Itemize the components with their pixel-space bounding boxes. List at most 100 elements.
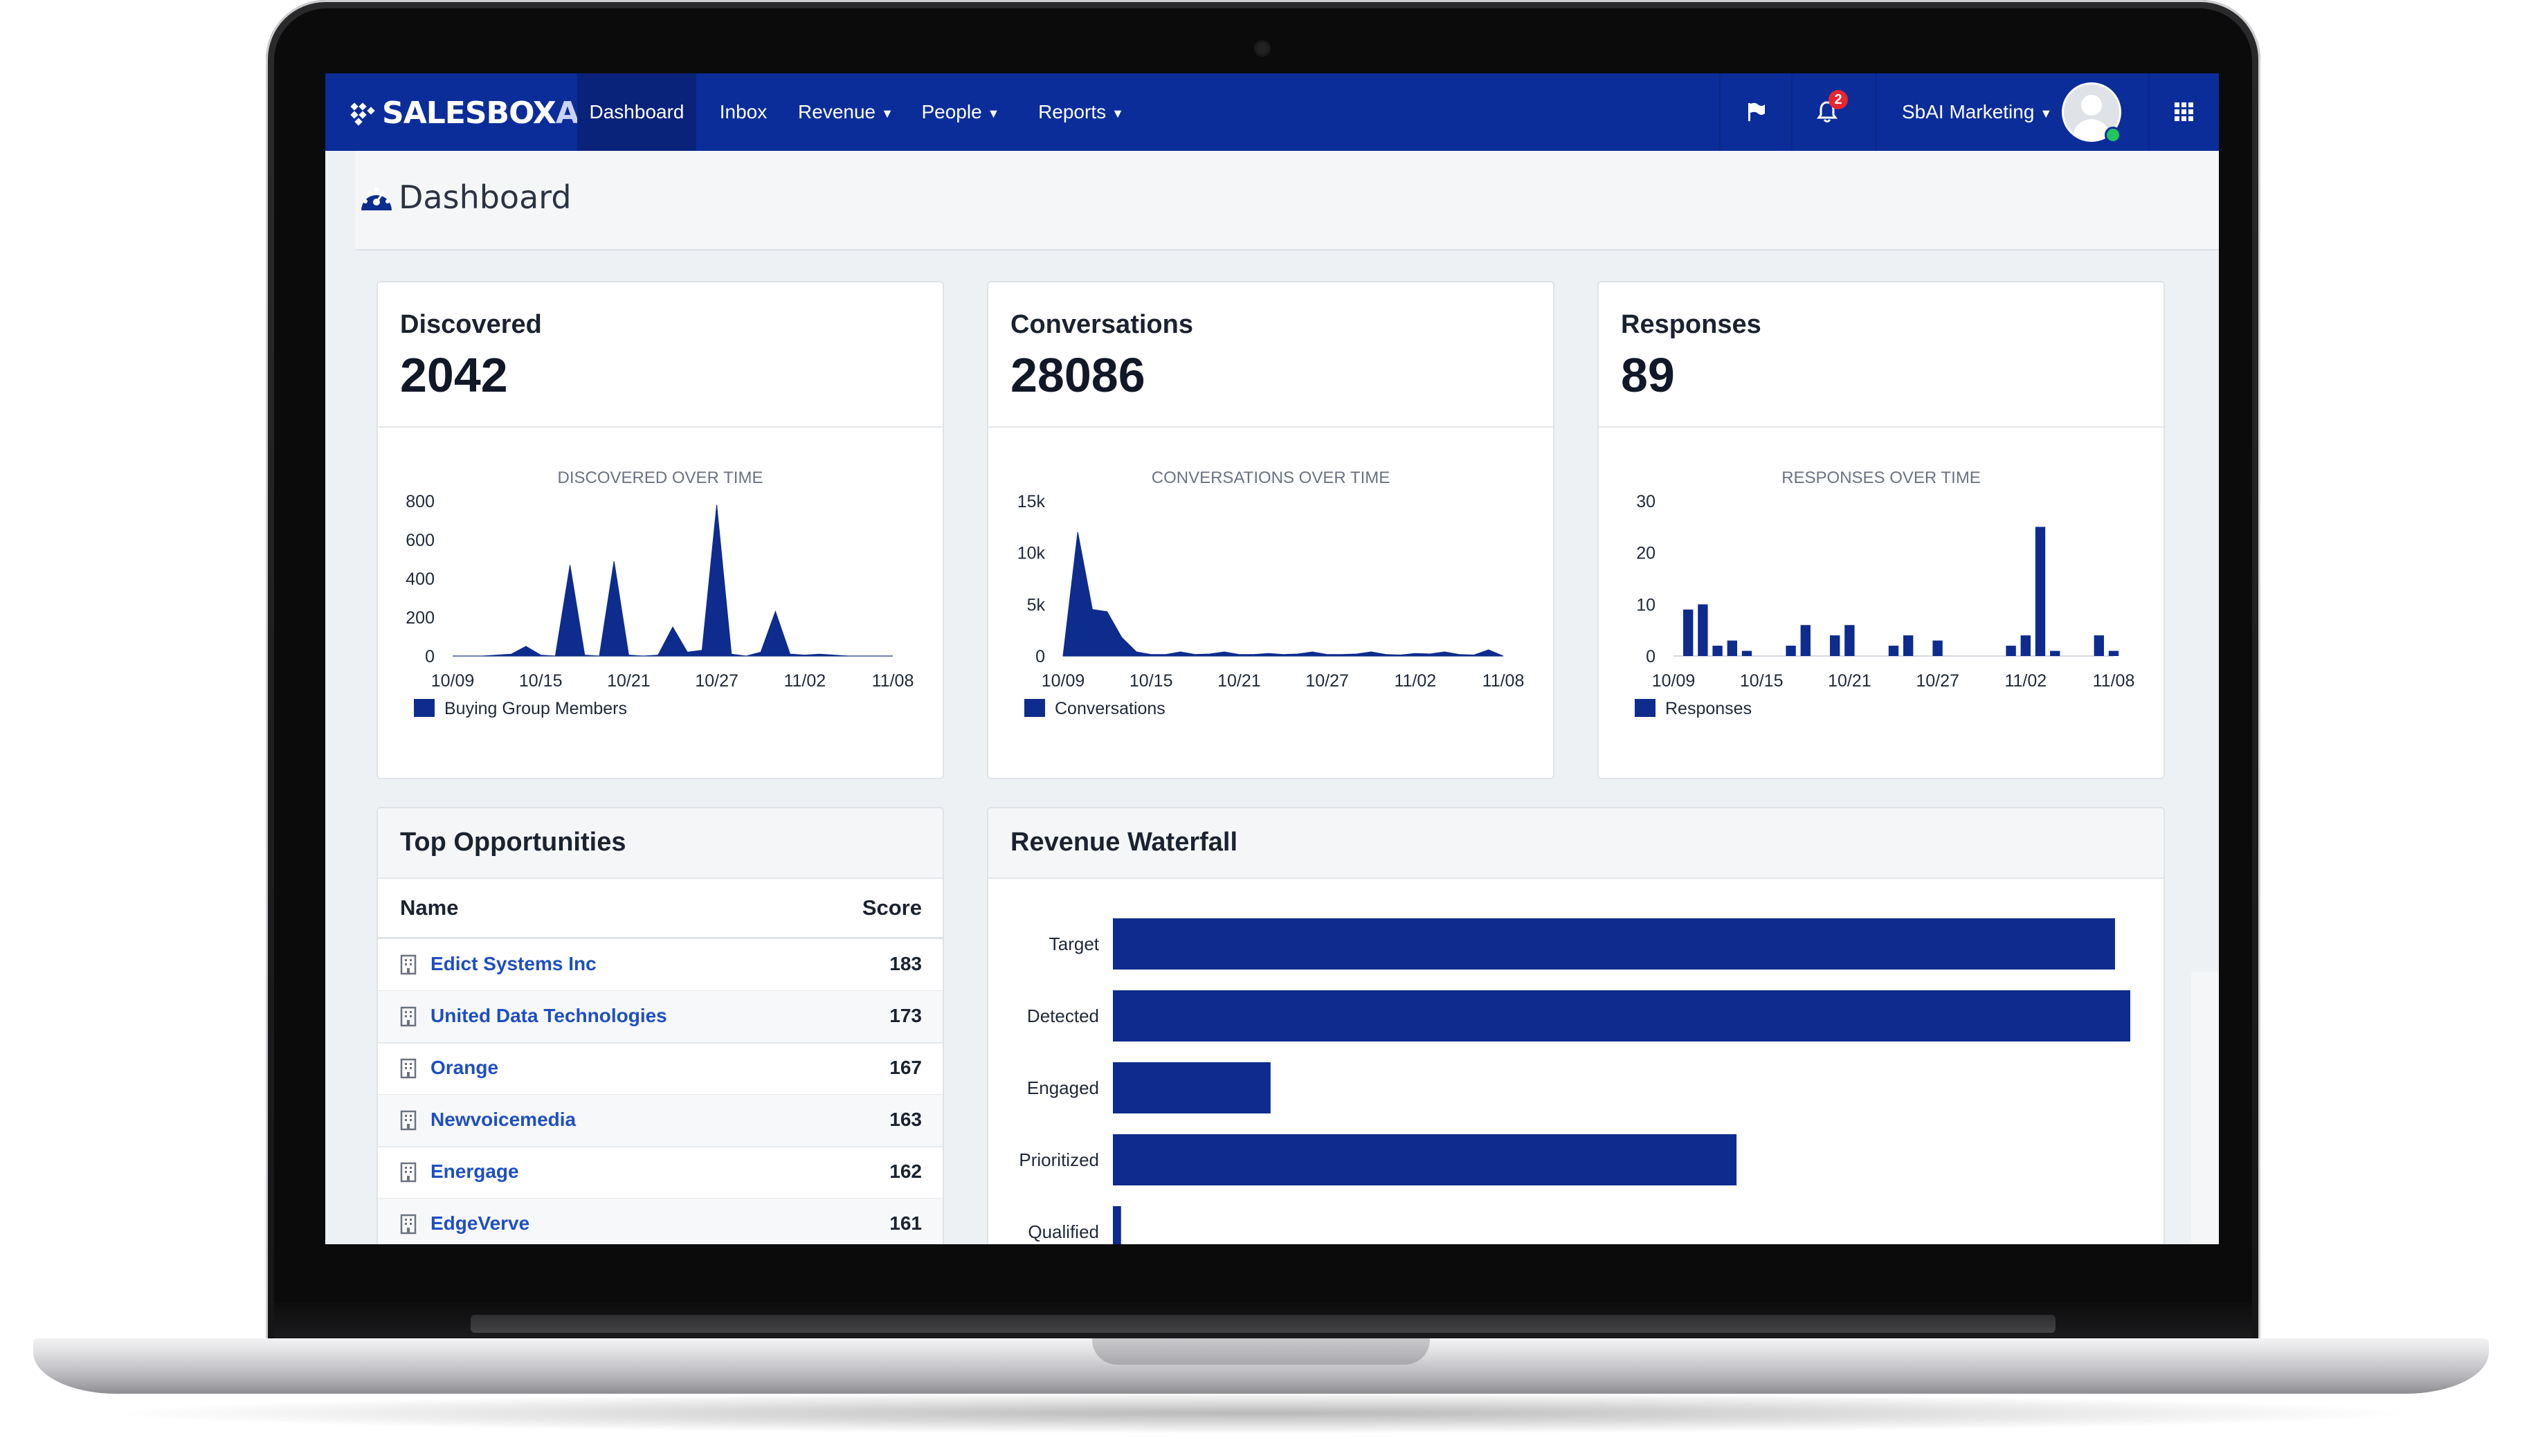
panel-title: Top Opportunities	[400, 828, 626, 857]
nav-dashboard[interactable]: Dashboard	[577, 73, 696, 151]
chart-title: CONVERSATIONS OVER TIME	[1152, 468, 1390, 487]
x-tick-label: 10/15	[1130, 671, 1173, 691]
x-tick-label: 11/08	[2093, 671, 2135, 691]
nav-dashboard-label: Dashboard	[589, 101, 684, 122]
revenue-waterfall-chart: Target Detected Engaged Prioritized Qualifie…	[1019, 918, 2130, 1244]
bar[interactable]	[2006, 646, 2016, 656]
building-icon	[400, 1058, 417, 1079]
opportunity-name-link[interactable]: EdgeVerve	[430, 1212, 530, 1234]
panel-header	[988, 808, 2163, 879]
bar[interactable]	[1800, 625, 1811, 656]
x-tick-label: 11/08	[1482, 671, 1525, 691]
opportunity-name-link[interactable]: Newvoicemedia	[430, 1109, 577, 1130]
bar[interactable]	[2108, 650, 2119, 656]
table-row[interactable]: Newvoicemedia 163	[378, 1095, 943, 1147]
notifications-button[interactable]: 2	[1793, 73, 1862, 151]
flag-icon	[1748, 102, 1765, 121]
bar[interactable]	[1932, 640, 1943, 656]
y-tick-label: 800	[406, 492, 435, 511]
x-tick-label: 10/21	[1217, 671, 1261, 691]
opportunity-name-link[interactable]: Energage	[430, 1161, 519, 1182]
apps-grid-button[interactable]	[2150, 73, 2219, 151]
chevron-down-icon: ▼	[987, 106, 1000, 120]
legend-label[interactable]: Responses	[1665, 699, 1752, 718]
bar[interactable]	[1786, 646, 1796, 656]
legend-label[interactable]: Conversations	[1055, 699, 1165, 718]
legend-label[interactable]: Buying Group Members	[444, 699, 627, 718]
nav-people[interactable]: People ▼	[901, 73, 1020, 151]
column-header-score[interactable]: Score	[862, 895, 922, 920]
bar[interactable]	[2050, 650, 2060, 656]
webcam-icon	[1257, 43, 1268, 54]
legend-swatch	[1635, 699, 1655, 717]
waterfall-bar[interactable]	[1113, 1062, 1271, 1113]
bar[interactable]	[2035, 527, 2046, 656]
bar[interactable]	[1903, 635, 1914, 656]
brand-logo[interactable]: SALESBOXAI	[350, 95, 590, 131]
x-tick-label: 11/02	[1394, 671, 1436, 691]
x-tick-label: 10/15	[519, 671, 563, 691]
scrollbar-track[interactable]	[2191, 972, 2219, 1244]
opportunity-name-link[interactable]: United Data Technologies	[430, 1005, 667, 1026]
column-header-name[interactable]: Name	[400, 895, 459, 920]
bar[interactable]	[1844, 625, 1855, 656]
x-tick-label: 11/02	[783, 671, 826, 691]
bar[interactable]	[1741, 650, 1752, 656]
nav-divider	[1791, 73, 1793, 151]
table-row[interactable]: Energage 162	[378, 1147, 943, 1199]
x-tick-label: 11/02	[2004, 671, 2047, 691]
bar[interactable]	[1698, 604, 1708, 656]
panel-header	[378, 808, 943, 879]
waterfall-bar[interactable]	[1113, 990, 2130, 1041]
notification-count-badge: 2	[1829, 90, 1848, 109]
card-label: Conversations	[1010, 310, 1193, 339]
bar[interactable]	[1712, 646, 1723, 656]
opportunity-score: 183	[889, 953, 922, 974]
flag-button[interactable]	[1722, 73, 1791, 151]
revenue-waterfall-panel: Revenue Waterfall Target Detected Engaged P…	[987, 807, 2165, 1244]
speedometer-icon	[361, 188, 392, 210]
bar[interactable]	[2020, 635, 2031, 656]
y-tick-label: 10	[1636, 595, 1655, 615]
y-tick-label: 0	[1035, 647, 1045, 666]
brand-name: SALESBOX	[382, 95, 556, 131]
x-tick-label: 10/09	[1652, 671, 1696, 691]
nav-reports-label: Reports	[1038, 101, 1107, 122]
table-row[interactable]: Orange 167	[378, 1043, 943, 1095]
conversations-card: Conversations 28086 CONVERSATIONS OVER T…	[987, 281, 1554, 779]
nav-inbox[interactable]: Inbox	[696, 73, 790, 151]
opportunity-name-link[interactable]: Orange	[430, 1057, 499, 1078]
app-screen: SALESBOXAI Dashboard Inbox Revenue ▼ Peop…	[325, 73, 2219, 1244]
waterfall-bar[interactable]	[1113, 918, 2115, 970]
account-menu[interactable]: SbAI Marketing ▼	[1902, 73, 2052, 151]
chart-title: RESPONSES OVER TIME	[1781, 468, 1981, 487]
opportunity-score: 163	[889, 1109, 922, 1130]
top-opportunities-panel: Top Opportunities Name Score Edict Syste…	[377, 807, 944, 1244]
laptop-hinge	[471, 1315, 2056, 1333]
y-tick-label: 0	[1646, 647, 1655, 666]
card-header	[988, 282, 1553, 428]
laptop-shadow	[97, 1392, 2425, 1434]
y-tick-label: 200	[406, 608, 435, 628]
table-row[interactable]: United Data Technologies 173	[378, 991, 943, 1044]
bar[interactable]	[1888, 646, 1899, 656]
table-header: Name Score	[378, 877, 943, 939]
laptop-notch	[1092, 1338, 1430, 1365]
nav-reports[interactable]: Reports ▼	[1020, 73, 1142, 151]
table-row[interactable]: EdgeVerve 161	[378, 1199, 943, 1244]
nav-divider	[1719, 73, 1721, 151]
opportunity-name-link[interactable]: Edict Systems Inc	[430, 953, 597, 974]
series-area	[453, 504, 893, 657]
bar[interactable]	[1830, 635, 1840, 656]
waterfall-bar[interactable]	[1113, 1206, 1121, 1244]
nav-revenue[interactable]: Revenue ▼	[790, 73, 901, 151]
bar[interactable]	[2094, 635, 2104, 656]
table-row[interactable]: Edict Systems Inc 183	[378, 939, 943, 992]
x-tick-label: 10/27	[1916, 671, 1959, 691]
waterfall-bar[interactable]	[1113, 1134, 1737, 1185]
y-tick-label: 10k	[1017, 544, 1046, 563]
bar[interactable]	[1727, 640, 1737, 656]
bar[interactable]	[1683, 609, 1694, 656]
series-area	[1062, 531, 1504, 657]
y-tick-label: 20	[1636, 544, 1655, 563]
